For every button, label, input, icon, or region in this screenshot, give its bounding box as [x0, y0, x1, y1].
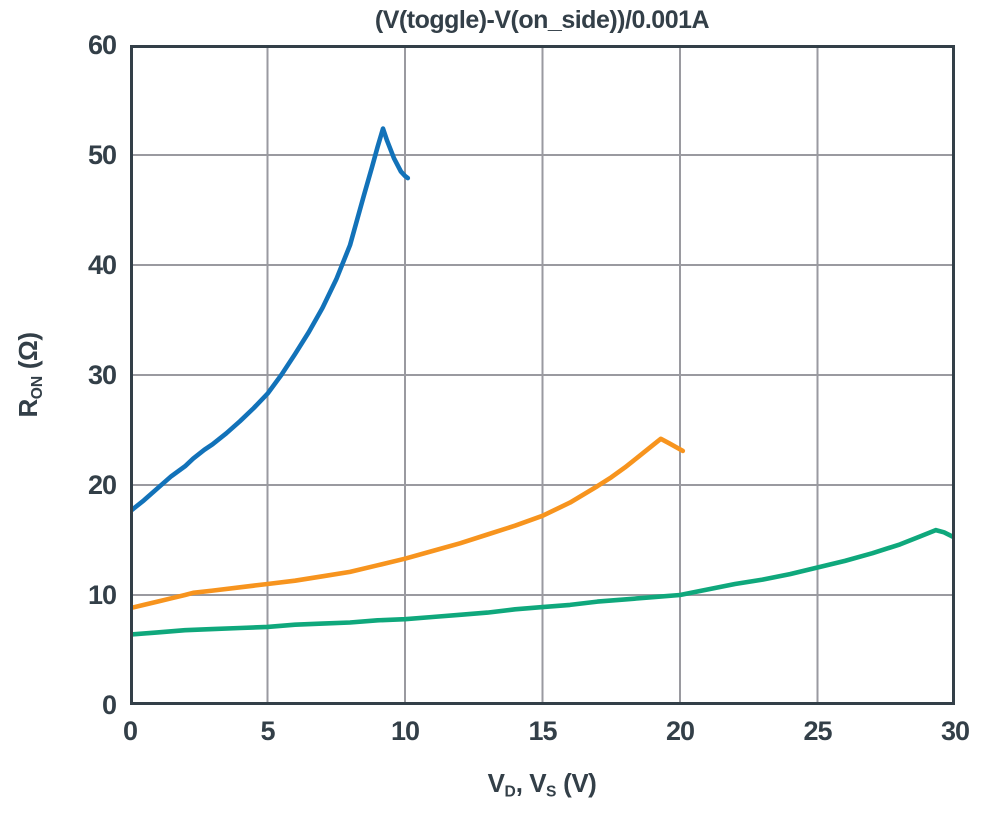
y-tick-label: 60: [87, 30, 117, 60]
x-tick-label: 30: [940, 716, 970, 746]
y-axis-label-main: R: [13, 399, 44, 418]
x-tick-label: 20: [665, 716, 695, 746]
y-tick-label: 40: [87, 250, 117, 280]
x-axis-label-v1: V: [487, 768, 505, 798]
plot-area: [130, 45, 955, 705]
orange-curve: [130, 436, 686, 611]
x-tick-label: 10: [390, 716, 420, 746]
x-tick-label: 5: [260, 716, 275, 746]
x-tick-label: 25: [803, 716, 832, 746]
x-axis-label: VD, VS (V): [488, 768, 597, 802]
y-tick-label: 0: [101, 690, 117, 720]
axes-box: [130, 45, 955, 705]
x-tick-label: 0: [122, 716, 138, 746]
chart-title: (V(toggle)-V(on_side))/0.001A: [374, 6, 710, 34]
y-tick-label: 30: [87, 360, 117, 390]
y-tick-label: 10: [87, 580, 117, 610]
x-axis-label-s1: D: [504, 783, 516, 801]
x-axis-label-mid: , V: [515, 768, 547, 798]
y-tick-label: 20: [87, 470, 117, 500]
y-tick-label: 50: [87, 140, 117, 170]
x-axis-label-s2: S: [546, 783, 557, 801]
plot-svg: [130, 45, 955, 705]
x-tick-label: 15: [528, 716, 557, 746]
green-curve: [130, 527, 955, 637]
blue-curve: [130, 126, 411, 514]
x-axis-label-rest: (V): [556, 768, 597, 798]
